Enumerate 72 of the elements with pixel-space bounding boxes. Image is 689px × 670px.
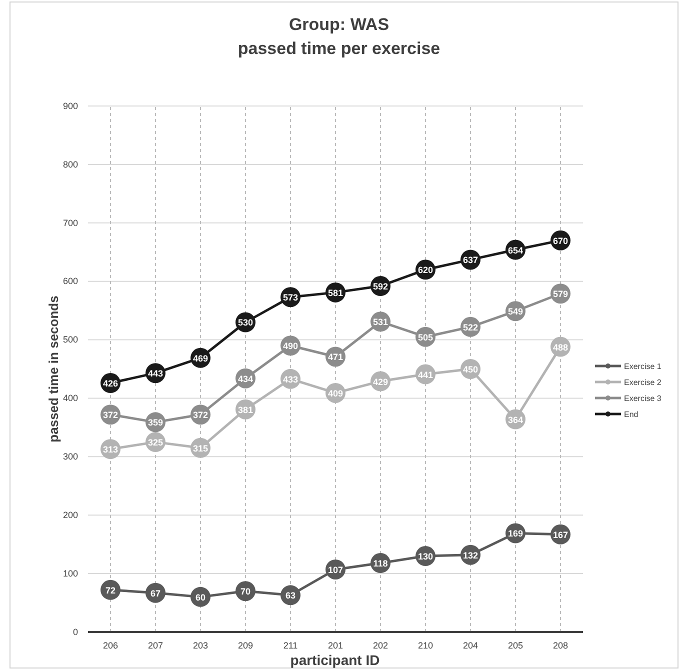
x-tick-label: 202 (372, 640, 388, 650)
data-label: 167 (552, 530, 568, 540)
data-label: 469 (192, 353, 208, 364)
data-label: 505 (418, 332, 434, 342)
data-label: 592 (372, 282, 388, 292)
data-label: 169 (508, 528, 524, 539)
data-label: 670 (552, 236, 568, 246)
data-label: 441 (418, 370, 434, 380)
data-label: 530 (238, 318, 254, 328)
x-tick-label: 211 (283, 640, 298, 650)
x-tick-label: 203 (192, 640, 208, 650)
y-tick-label: 300 (62, 452, 78, 462)
data-label: 359 (148, 418, 164, 428)
data-label: 549 (508, 306, 524, 317)
data-label: 364 (508, 414, 524, 425)
legend-label: Exercise 1 (624, 362, 662, 371)
data-label: 132 (462, 550, 478, 560)
data-label: 72 (105, 585, 116, 596)
data-label: 490 (282, 341, 298, 352)
data-label: 488 (552, 342, 568, 352)
data-label: 579 (552, 289, 568, 300)
x-tick-label: 201 (328, 640, 344, 650)
chart-title: Group: WAS passed time per exercise (238, 15, 440, 58)
data-label: 443 (148, 368, 164, 379)
data-label: 130 (418, 552, 434, 562)
y-tick-label: 700 (62, 218, 78, 228)
legend-label: End (624, 410, 638, 419)
x-axis-title: participant ID (290, 652, 380, 668)
data-label: 409 (328, 388, 344, 398)
data-label: 67 (150, 588, 161, 598)
x-tick-label: 210 (418, 640, 434, 650)
data-label: 70 (240, 586, 251, 597)
x-tick-label: 204 (462, 640, 478, 650)
data-label: 573 (282, 292, 298, 303)
y-tick-label: 100 (62, 568, 78, 578)
data-label: 372 (102, 410, 118, 420)
y-tick-label: 400 (62, 393, 78, 404)
data-label: 381 (238, 404, 254, 415)
data-label: 581 (328, 288, 344, 298)
data-label: 522 (462, 322, 478, 332)
x-tick-label: 209 (238, 640, 254, 650)
y-tick-label: 900 (62, 100, 78, 111)
data-label: 637 (462, 255, 478, 266)
legend-label: Exercise 2 (624, 378, 662, 387)
data-label: 325 (148, 438, 164, 448)
data-label: 426 (102, 378, 118, 389)
x-tick-label: 205 (508, 640, 524, 650)
legend-label: Exercise 3 (624, 394, 662, 403)
x-tick-label: 207 (148, 640, 164, 650)
x-tick-label: 206 (102, 640, 118, 650)
y-tick-label: 800 (62, 159, 78, 170)
data-label: 315 (192, 443, 208, 454)
data-label: 450 (462, 364, 478, 374)
data-label: 654 (508, 245, 524, 256)
y-axis-title: passed time in seconds (46, 296, 61, 442)
data-label: 60 (195, 592, 206, 602)
data-label: 372 (192, 410, 208, 420)
data-label: 107 (328, 564, 344, 575)
data-label: 620 (418, 265, 434, 276)
data-label: 434 (238, 374, 254, 384)
y-tick-label: 0 (72, 626, 78, 637)
data-label: 118 (373, 558, 388, 569)
y-tick-label: 500 (62, 334, 78, 345)
y-tick-label: 200 (62, 510, 78, 520)
data-label: 471 (328, 352, 344, 362)
data-label: 433 (282, 374, 298, 384)
x-tick-label: 208 (552, 640, 568, 650)
data-label: 313 (102, 444, 118, 455)
data-label: 429 (372, 376, 388, 387)
data-label: 63 (285, 590, 296, 601)
y-tick-label: 600 (62, 276, 78, 286)
data-label: 531 (372, 317, 388, 328)
